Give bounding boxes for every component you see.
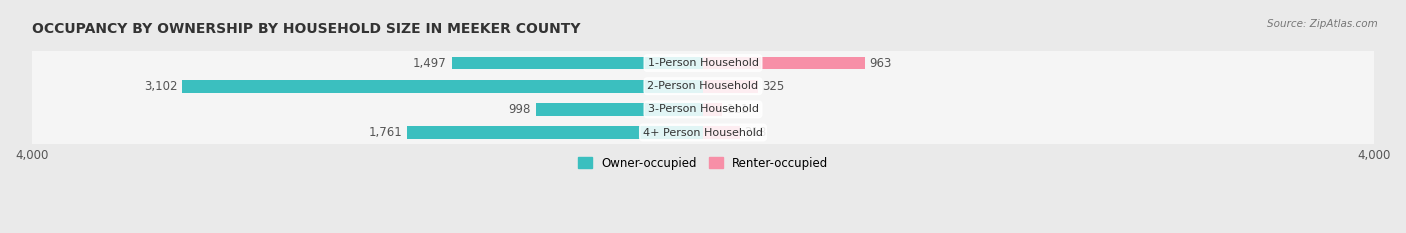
Legend: Owner-occupied, Renter-occupied: Owner-occupied, Renter-occupied — [574, 153, 832, 173]
Text: 1-Person Household: 1-Person Household — [648, 58, 758, 68]
Bar — [703, 80, 758, 93]
Bar — [408, 126, 703, 139]
Bar — [32, 75, 1374, 98]
Bar — [703, 57, 865, 69]
Bar — [183, 80, 703, 93]
Bar — [703, 103, 721, 116]
Text: 998: 998 — [508, 103, 530, 116]
Text: OCCUPANCY BY OWNERSHIP BY HOUSEHOLD SIZE IN MEEKER COUNTY: OCCUPANCY BY OWNERSHIP BY HOUSEHOLD SIZE… — [32, 22, 581, 36]
Text: 963: 963 — [870, 57, 891, 69]
Bar — [451, 57, 703, 69]
Text: 4+ Person Household: 4+ Person Household — [643, 127, 763, 137]
Text: 1,497: 1,497 — [413, 57, 447, 69]
Text: 111: 111 — [727, 103, 749, 116]
Text: 325: 325 — [762, 80, 785, 93]
Text: 3-Person Household: 3-Person Household — [648, 104, 758, 114]
Text: 1,761: 1,761 — [368, 126, 402, 139]
Bar — [32, 98, 1374, 121]
Bar — [32, 121, 1374, 144]
Text: 218: 218 — [745, 126, 768, 139]
Text: 3,102: 3,102 — [143, 80, 177, 93]
Bar — [32, 51, 1374, 75]
Text: 2-Person Household: 2-Person Household — [647, 81, 759, 91]
Bar — [703, 126, 740, 139]
Text: Source: ZipAtlas.com: Source: ZipAtlas.com — [1267, 19, 1378, 29]
Bar — [536, 103, 703, 116]
